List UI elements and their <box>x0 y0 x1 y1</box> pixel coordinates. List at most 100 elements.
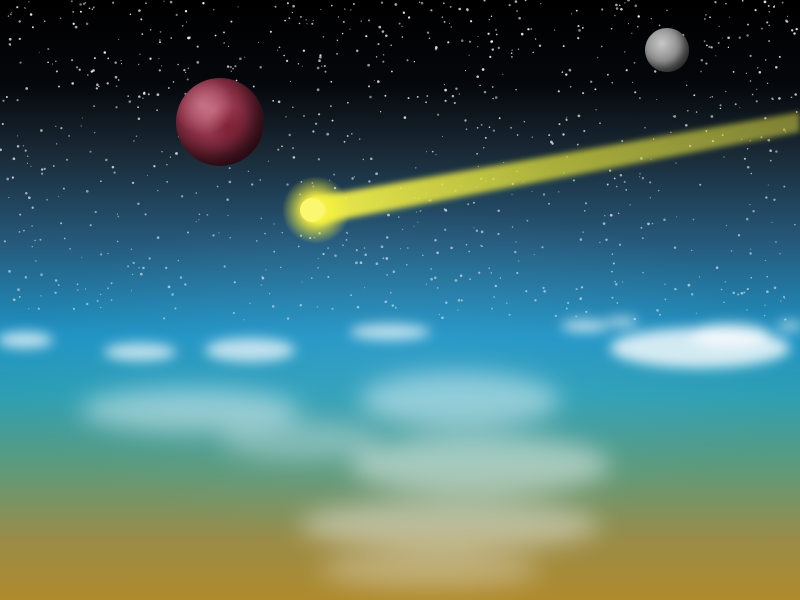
star <box>149 57 152 60</box>
star <box>80 125 82 127</box>
star <box>704 18 706 20</box>
star <box>491 307 493 310</box>
star <box>140 18 143 21</box>
star <box>318 113 321 116</box>
star <box>656 309 659 312</box>
star <box>428 37 431 40</box>
star <box>169 0 173 4</box>
star <box>384 300 388 304</box>
star <box>715 266 719 270</box>
star <box>738 36 741 39</box>
star <box>107 252 109 255</box>
star <box>436 251 439 255</box>
star <box>558 191 560 193</box>
star <box>465 243 468 246</box>
star <box>16 145 20 148</box>
star <box>596 56 599 59</box>
star <box>766 275 769 278</box>
star <box>65 158 69 161</box>
star <box>159 31 162 33</box>
star <box>476 75 480 79</box>
star <box>292 4 295 8</box>
star <box>327 247 329 249</box>
star <box>601 8 604 11</box>
star <box>314 122 318 126</box>
star <box>223 42 225 44</box>
star <box>18 20 21 23</box>
star <box>727 46 730 49</box>
star <box>234 65 237 68</box>
star <box>488 126 491 128</box>
star <box>41 172 44 175</box>
star <box>695 111 698 113</box>
star <box>363 247 366 249</box>
star <box>22 145 24 147</box>
star <box>52 63 54 65</box>
star <box>364 253 367 256</box>
star <box>175 13 178 17</box>
star <box>775 150 778 153</box>
star <box>316 66 320 70</box>
star <box>89 224 92 227</box>
star <box>464 70 467 72</box>
star <box>346 135 349 137</box>
star <box>334 254 337 257</box>
star <box>773 198 776 201</box>
star <box>289 80 292 83</box>
star <box>318 59 321 62</box>
star <box>766 22 768 24</box>
star <box>793 32 796 35</box>
star <box>359 261 363 264</box>
star <box>625 69 628 72</box>
star <box>664 298 667 301</box>
star <box>333 173 336 176</box>
star <box>116 240 119 243</box>
star <box>378 25 382 29</box>
star <box>724 281 726 283</box>
star <box>363 287 366 289</box>
star <box>749 203 751 206</box>
star <box>454 279 458 282</box>
star <box>337 16 340 18</box>
star <box>490 272 493 274</box>
star <box>565 73 568 76</box>
star <box>171 293 174 296</box>
star <box>330 4 333 7</box>
star <box>88 7 91 9</box>
star <box>476 152 479 155</box>
star <box>705 62 708 65</box>
star <box>583 209 586 212</box>
star <box>181 24 184 27</box>
star <box>618 243 622 246</box>
star <box>7 15 10 17</box>
star <box>624 2 626 4</box>
star <box>100 306 102 309</box>
star <box>772 98 774 101</box>
star <box>752 209 755 213</box>
star <box>631 81 634 83</box>
star <box>274 5 277 8</box>
star <box>297 63 300 65</box>
star <box>139 272 143 276</box>
star <box>196 45 199 48</box>
star <box>138 9 141 12</box>
star <box>107 287 109 290</box>
star <box>167 285 171 289</box>
star <box>350 9 352 11</box>
star <box>169 156 172 158</box>
star <box>717 41 720 45</box>
star <box>342 20 345 23</box>
star <box>299 304 302 307</box>
star <box>72 307 75 310</box>
star <box>781 1 784 4</box>
cloud-small <box>561 320 609 332</box>
star <box>727 36 730 40</box>
star <box>27 196 31 200</box>
star <box>700 59 704 62</box>
star <box>584 202 588 205</box>
star <box>55 70 58 73</box>
star <box>518 260 520 262</box>
star <box>756 88 758 90</box>
star <box>769 159 772 162</box>
